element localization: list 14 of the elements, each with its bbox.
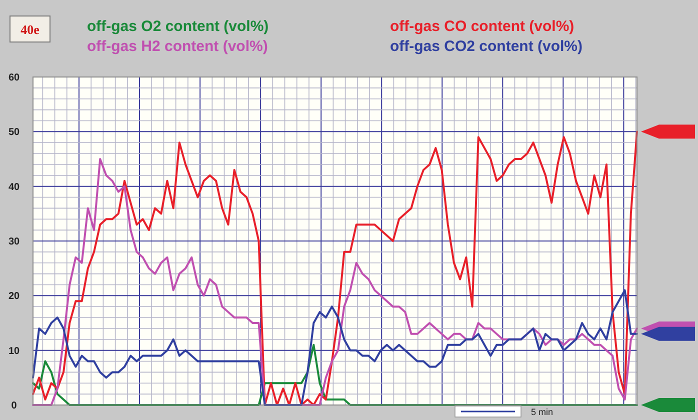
text: 40e — [20, 22, 40, 37]
y-tick-label: 60 — [8, 72, 20, 84]
text: off-gas CO2 content (vol%) — [390, 38, 583, 55]
text: off-gas CO content (vol%) — [390, 18, 574, 35]
text: off-gas H2 content (vol%) — [87, 38, 268, 55]
text: 5 min — [531, 407, 554, 417]
y-tick-label: 0 — [11, 400, 18, 412]
line-series — [32, 344, 638, 406]
y-tick-label: 20 — [8, 291, 20, 302]
y-tick-label: 50 — [8, 127, 20, 138]
y-tick-label: 40 — [8, 182, 20, 193]
y-tick-label: 30 — [8, 236, 20, 248]
text: off-gas O2 content (vol%) — [87, 18, 269, 35]
y-tick-label: 10 — [8, 346, 20, 357]
